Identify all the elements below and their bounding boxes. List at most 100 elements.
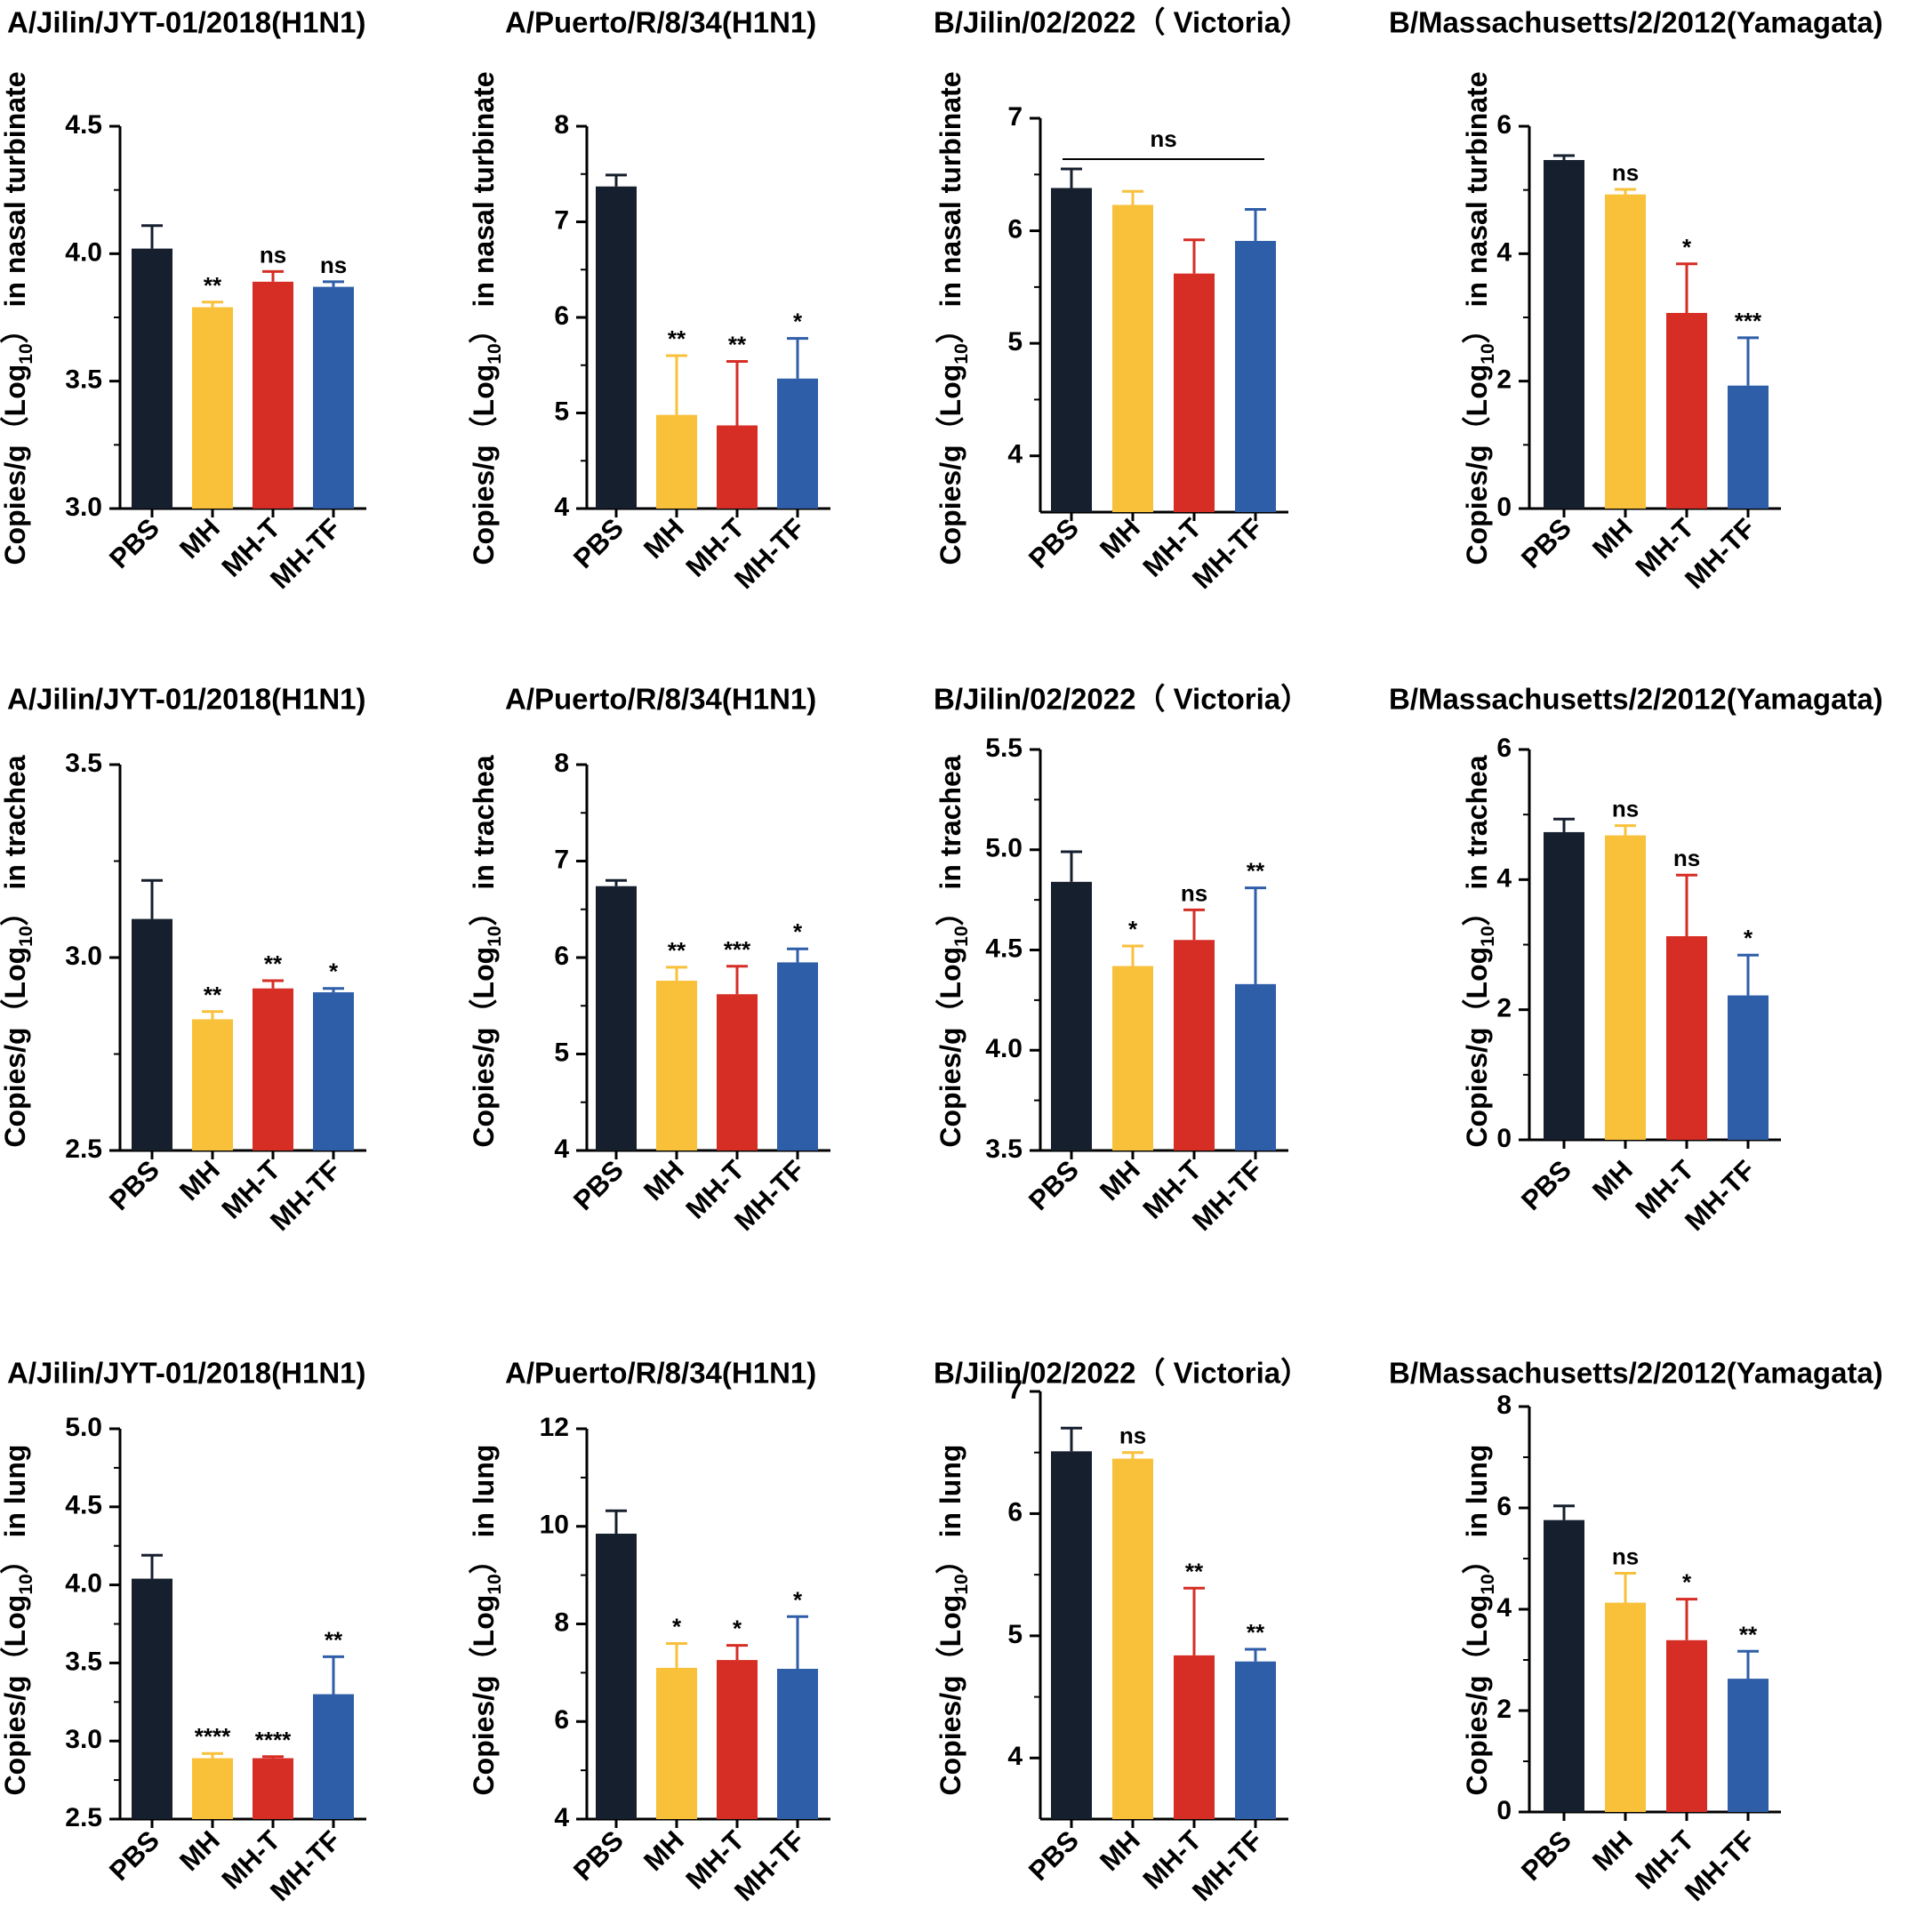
significance-label: ns (1673, 845, 1700, 871)
category-label: PBS (1515, 1824, 1577, 1887)
bar-pbs (132, 1578, 172, 1819)
category-label: PBS (567, 1154, 630, 1216)
y-axis-label-text: Copies/g（Log (1461, 1595, 1493, 1796)
category-label: MH (638, 1154, 690, 1206)
significance-label: * (1128, 916, 1138, 942)
bar-mh (656, 414, 697, 509)
chart-title: B/Jilin/02/2022（ Victoria） (934, 6, 1310, 39)
y-axis-label-text: ） in trachea (468, 755, 500, 926)
y-tick-label: 4 (1007, 440, 1023, 469)
category-label: PBS (103, 1824, 165, 1887)
significance-label: ns (320, 252, 347, 278)
significance-label: ns (260, 241, 286, 268)
y-axis-label-subscript: 10 (1478, 343, 1498, 364)
category-label: MH (1094, 512, 1146, 565)
significance-label: * (1744, 925, 1753, 951)
bar-pbs (1051, 1451, 1092, 1819)
significance-label: *** (1735, 308, 1762, 334)
y-tick-label: 6 (1496, 734, 1512, 763)
bar-mh-tf (1728, 1679, 1769, 1812)
significance-label: ** (728, 331, 747, 357)
y-axis-label-text: Copies/g（Log (934, 365, 967, 565)
category-label: PBS (103, 1154, 165, 1216)
y-axis-label-text: ） in nasal turbinate (934, 72, 967, 344)
bar-mh (1605, 194, 1646, 509)
significance-label: ns (1612, 159, 1639, 186)
bar-mh-tf (313, 286, 354, 509)
y-axis-label: Copies/g（Log10） in nasal turbinate (934, 72, 972, 565)
bar-mh (1605, 1602, 1646, 1812)
y-tick-label: 5 (1007, 1620, 1023, 1649)
y-axis-label-subscript: 10 (485, 926, 505, 946)
bar-pbs (596, 1533, 637, 1819)
chart-panel: B/Jilin/02/2022（ Victoria） Copies/g（Log10… (934, 683, 1310, 1237)
chart-panel: A/Jilin/JYT-01/2018(H1N1) Copies/g（Log10）… (0, 6, 366, 595)
y-axis-label-text: ） in trachea (934, 755, 967, 926)
y-axis-label: Copies/g（Log10） in nasal turbinate (0, 72, 36, 565)
category-label: MH-TF (1679, 512, 1761, 595)
y-axis-label-text: Copies/g（Log (1461, 365, 1493, 565)
y-axis-label-text: ） in nasal turbinate (468, 72, 500, 344)
significance-label: * (733, 1615, 742, 1642)
bar-mh (192, 1019, 233, 1150)
chart-title: B/Jilin/02/2022（ Victoria） (934, 683, 1310, 716)
y-tick-label: 7 (554, 845, 569, 874)
y-tick-label: 5 (554, 1038, 569, 1067)
y-tick-label: 7 (1007, 1375, 1023, 1405)
chart-panel: A/Puerto/R/8/34(H1N1)Copies/g（Log10） in … (468, 1357, 830, 1907)
y-axis-label-subscript: 10 (16, 1574, 36, 1594)
bar-mh-t (1666, 312, 1707, 509)
significance-label: * (793, 309, 803, 335)
chart-title: B/Massachusetts/2/2012(Yamagata) (1389, 683, 1883, 716)
chart-title: B/Massachusetts/2/2012(Yamagata) (1389, 1357, 1883, 1390)
significance-label: ** (1247, 858, 1265, 885)
category-label: MH-TF (1679, 1824, 1761, 1907)
category-label: MH-TF (1186, 512, 1269, 595)
significance-label: ** (1185, 1558, 1204, 1584)
category-label: PBS (567, 1824, 630, 1887)
y-tick-label: 2 (1496, 365, 1512, 395)
bar-mh (1112, 1458, 1153, 1819)
y-axis-label-text: Copies/g（Log (934, 947, 967, 1148)
y-tick-label: 0 (1496, 1124, 1512, 1153)
y-tick-label: 4.5 (985, 934, 1023, 963)
bar-pbs (1544, 831, 1584, 1140)
y-axis-label: Copies/g（Log10） in nasal turbinate (1461, 72, 1498, 565)
chart-panel: B/Jilin/02/2022（ Victoria） Copies/g（Log10… (934, 1357, 1310, 1907)
significance-label: ** (668, 325, 686, 352)
chart-title: A/Jilin/JYT-01/2018(H1N1) (7, 683, 366, 716)
significance-label: ** (204, 982, 222, 1008)
y-axis-label-text: ） in nasal turbinate (1461, 72, 1493, 344)
category-label: MH (1586, 1154, 1639, 1206)
chart-panel: A/Jilin/JYT-01/2018(H1N1) Copies/g（Log10）… (0, 683, 366, 1237)
y-axis-label-text: Copies/g（Log (0, 947, 31, 1148)
bar-pbs (1544, 1519, 1584, 1812)
y-tick-label: 4.5 (65, 110, 102, 140)
significance-label: ns (1181, 879, 1207, 906)
y-tick-label: 6 (554, 942, 569, 971)
category-label: MH-TF (1186, 1154, 1269, 1237)
chart-panel: B/Massachusetts/2/2012(Yamagata) Copies/g… (1389, 6, 1883, 595)
y-axis-label: Copies/g（Log10） in trachea (0, 755, 36, 1147)
chart-title: B/Massachusetts/2/2012(Yamagata) (1389, 6, 1883, 39)
y-tick-label: 3.5 (65, 365, 102, 395)
y-tick-label: 4.0 (65, 237, 102, 267)
y-tick-label: 2 (1496, 1695, 1512, 1724)
y-axis-label-text: ） in lung (468, 1445, 500, 1575)
bar-mh-t (253, 1758, 293, 1819)
y-tick-label: 5 (1007, 327, 1023, 357)
y-axis-label: Copies/g（Log10） in lung (0, 1445, 36, 1796)
y-axis-label-subscript: 10 (16, 926, 36, 946)
chart-title: B/Jilin/02/2022（ Victoria） (934, 1357, 1310, 1390)
category-label: MH (173, 512, 226, 565)
y-tick-label: 4.0 (985, 1034, 1023, 1063)
bar-mh (192, 307, 233, 509)
chart-panel: B/Massachusetts/2/2012(Yamagata) Copies/g… (1389, 1357, 1883, 1907)
y-axis-label-text: ） in trachea (1461, 755, 1493, 926)
y-tick-label: 8 (1496, 1391, 1512, 1420)
category-label: PBS (1515, 512, 1577, 574)
y-tick-label: 3.5 (65, 749, 102, 778)
y-tick-label: 6 (1496, 1492, 1512, 1521)
y-axis-label-subscript: 10 (1478, 1574, 1498, 1594)
y-tick-label: 2.5 (65, 1134, 102, 1164)
